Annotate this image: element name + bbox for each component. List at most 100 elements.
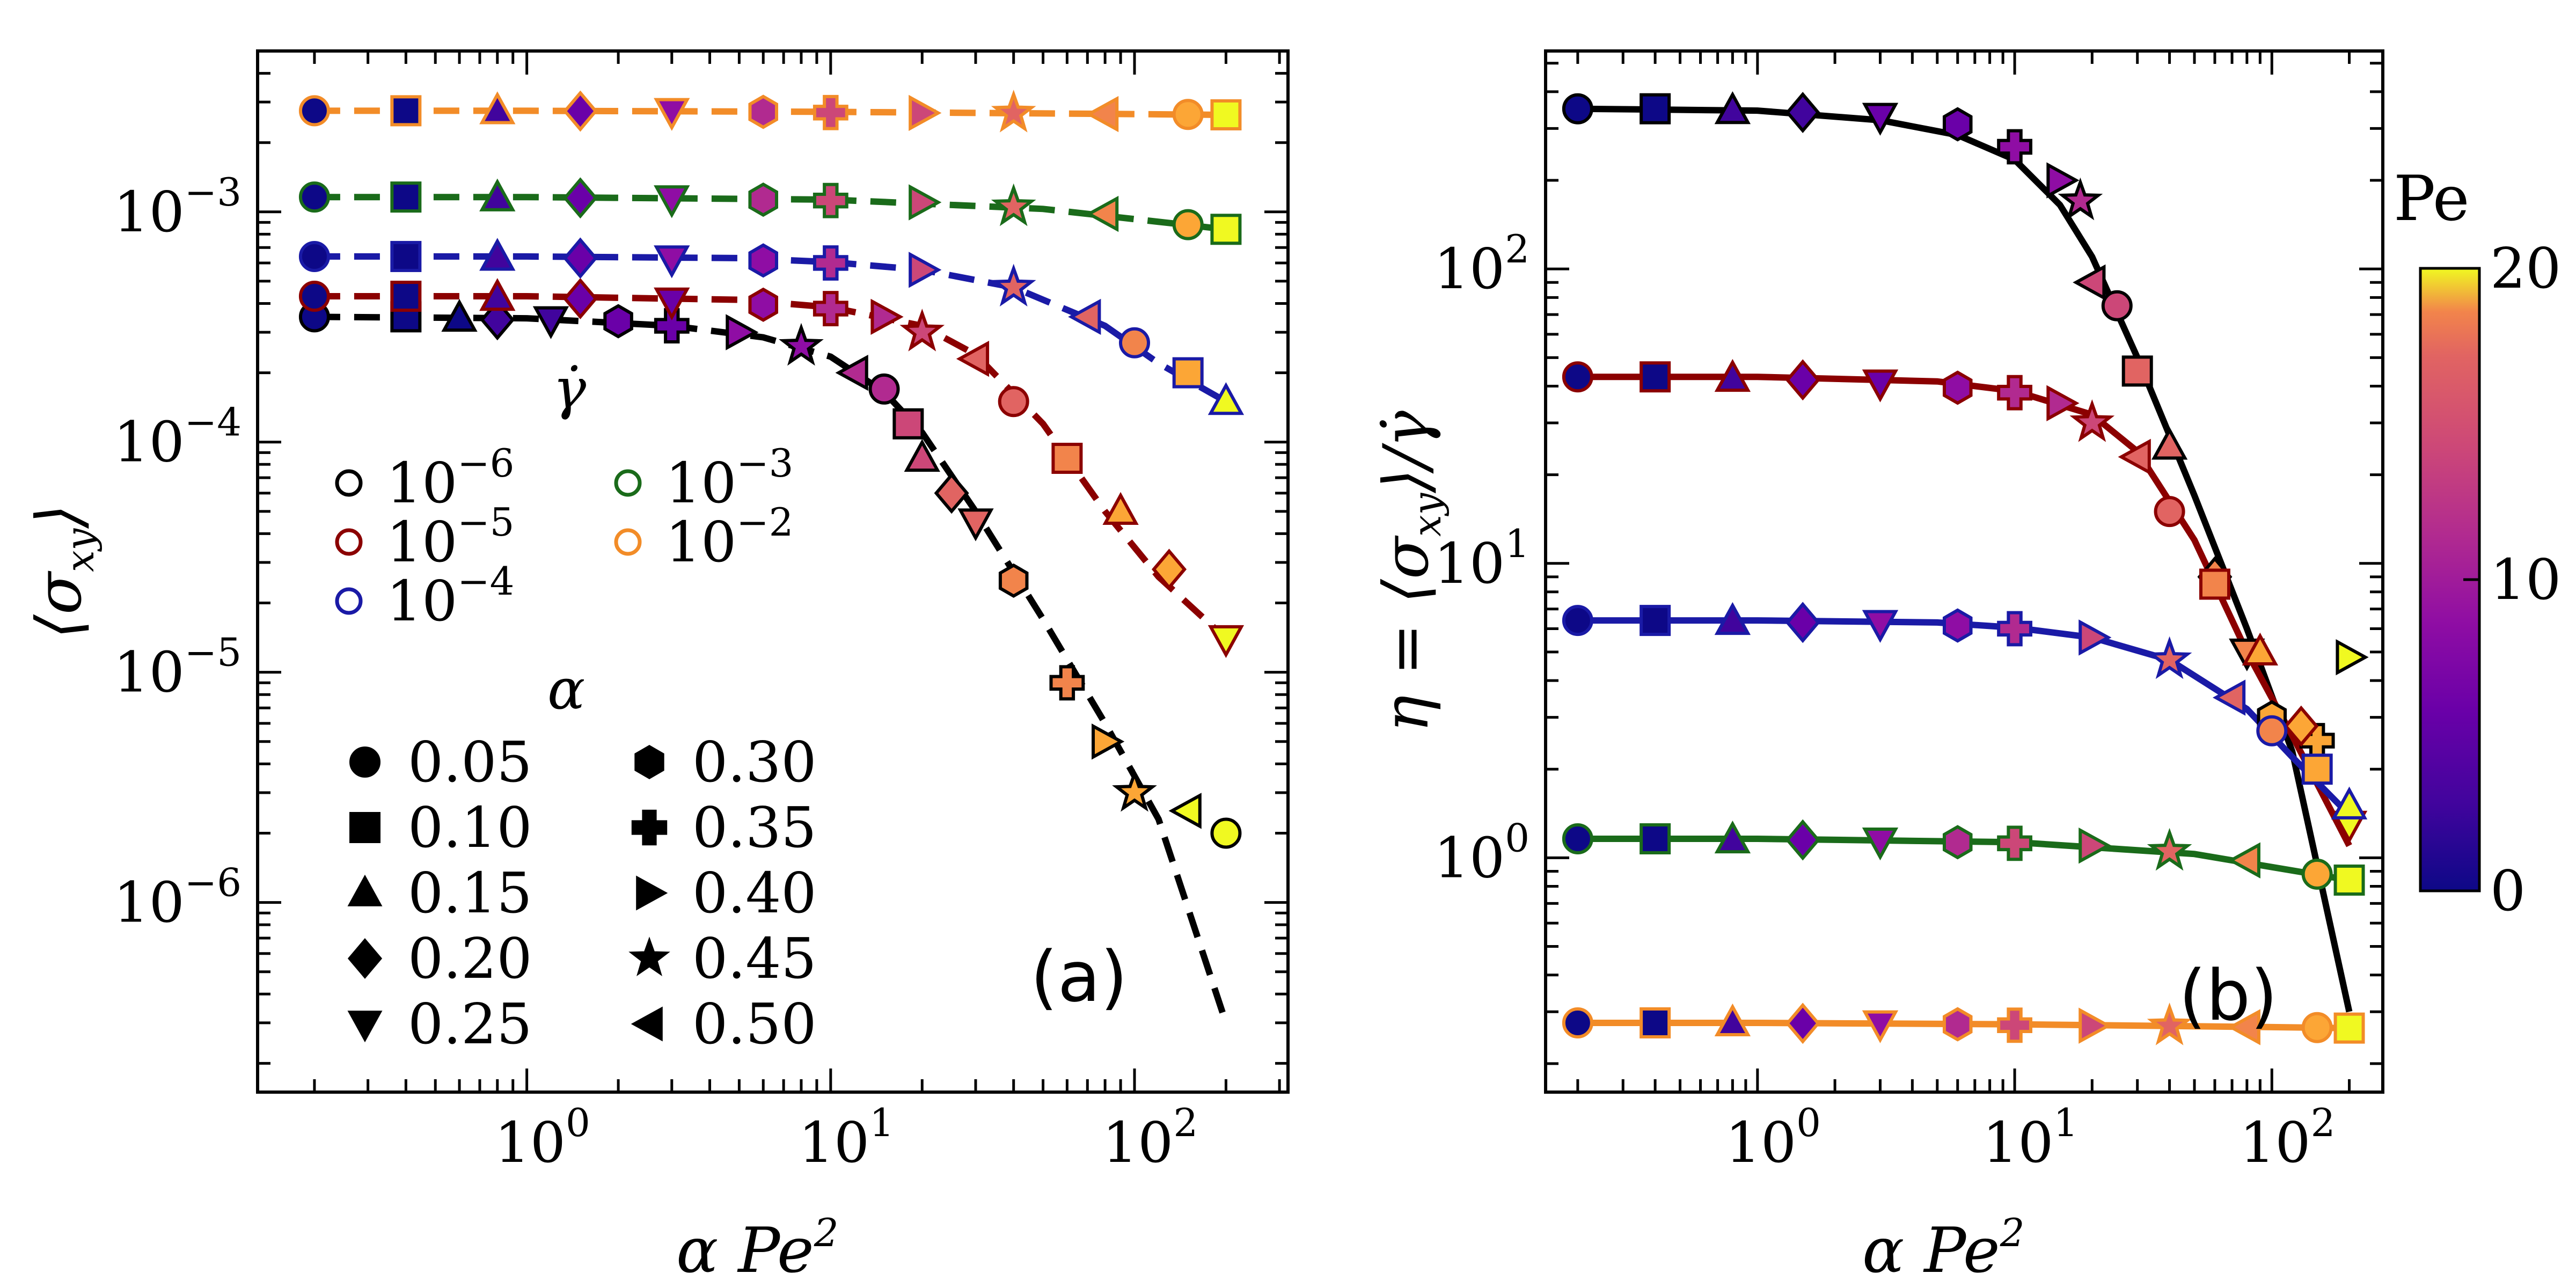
panel-a-point-0-10 [868, 373, 900, 405]
panel-b-point-0-12 [2151, 427, 2188, 460]
panel-a-point-1-2 [479, 278, 516, 311]
panel-a-point-4-8 [991, 90, 1036, 133]
alpha-legend-entries: 0.050.100.150.200.25 0.300.350.400.450.50 [347, 729, 817, 1057]
gamma-legend-label: 10−3 [665, 441, 793, 516]
panel-b-point-3-9 [2227, 842, 2260, 879]
panel-b-point-0-1 [1640, 93, 1671, 125]
panel-a-point-3-10 [1172, 209, 1204, 240]
gamma-legend-marker [335, 469, 363, 497]
colorbar-title: Pe [2394, 163, 2470, 235]
panel-b-point-1-4 [1862, 369, 1899, 402]
panel-a-point-1-5 [748, 287, 778, 322]
panel-a-point-4-2 [479, 91, 516, 125]
panel-b-point-3-4 [1862, 828, 1899, 861]
panel-b-ylabel-sub: xy [1404, 492, 1450, 537]
panel-a-point-1-3 [562, 277, 598, 319]
panel-a-point-4-11 [1210, 99, 1242, 130]
panel-a-point-3-5 [748, 182, 778, 217]
alpha-legend-marker-circle [349, 747, 380, 778]
alpha-legend-marker-triangle-left [631, 1006, 663, 1042]
panel-b-point-4-10 [2301, 1012, 2333, 1043]
panel-a-point-3-1 [390, 181, 422, 213]
panel-a-ytick-label: 10−5 [114, 630, 241, 705]
panel-b-frame [1544, 49, 2384, 1094]
panel-b-point-1-12 [2242, 632, 2279, 666]
panel-a-point-0-11 [892, 408, 924, 440]
alpha-legend-marker-plus [631, 809, 668, 846]
gamma-legend-marker [614, 469, 642, 497]
alpha-legend-marker-square [349, 812, 380, 843]
colorbar-tick-label: 10 [2490, 547, 2561, 612]
panel-a-point-0-19 [1168, 793, 1202, 829]
panel-b-point-2-7 [2079, 619, 2112, 656]
panel-a-point-0-16 [1049, 665, 1085, 701]
panel-a-point-2-9 [1068, 298, 1101, 335]
panel-b-ylabel: η = ⟨σxy⟩/γ̇ [1370, 410, 1450, 733]
alpha-legend-marker-triangle-right [636, 875, 668, 911]
panel-a-point-1-1 [390, 281, 422, 312]
panel-a-point-2-11 [1172, 357, 1204, 389]
alpha-legend-label: 0.10 [408, 795, 532, 860]
panel-b-point-1-6 [1997, 375, 2032, 411]
panel-a-point-3-6 [813, 182, 848, 218]
panel-b-ytick-label: 100 [1434, 815, 1529, 890]
panel-a-point-4-1 [390, 95, 422, 127]
panel-b-point-0-10 [2101, 290, 2133, 321]
panel-b-point-0-6 [1997, 129, 2032, 165]
panel-a-points [298, 90, 1245, 849]
panel-a-ylabel-end: ⟩ [23, 504, 96, 529]
panel-b-point-1-11 [2199, 568, 2230, 600]
panel-a-point-0-20 [1210, 817, 1242, 849]
panel-a-ylabel-sub: xy [57, 528, 103, 572]
panel-a-point-4-7 [909, 94, 942, 131]
panel-b-point-3-10 [2301, 858, 2333, 890]
panel-b-point-1-9 [2118, 438, 2151, 475]
panel-b-point-4-11 [2333, 1012, 2365, 1044]
panel-b-point-4-6 [1997, 1007, 2032, 1043]
panel-b-point-4-9 [2227, 1009, 2260, 1045]
panel-a-frame [256, 49, 1290, 1094]
panel-b-point-3-1 [1640, 823, 1671, 855]
alpha-legend-marker-triangle-up [347, 874, 383, 906]
gamma-legend-label: 10−2 [665, 500, 793, 575]
panel-a-point-1-7 [870, 298, 904, 335]
alpha-legend-marker-hexagon [634, 745, 664, 779]
panel-b-point-4-2 [1714, 1003, 1751, 1037]
colorbar: Pe 0 10 20 [2394, 163, 2561, 924]
panel-a-point-0-5 [603, 304, 633, 339]
panel-a-point-2-7 [909, 252, 942, 288]
panel-a-point-0-6 [654, 308, 690, 343]
panel-b-point-2-1 [1640, 605, 1671, 636]
alpha-legend-marker-star [628, 936, 670, 976]
panel-a-point-2-4 [654, 245, 690, 279]
panel-b-series [1577, 105, 2353, 1031]
panel-b-point-3-8 [2147, 828, 2192, 871]
panel-a-xtick-label: 100 [495, 1100, 590, 1175]
panel-a-point-2-8 [991, 264, 1036, 307]
panel-b-xtick-label: 100 [1725, 1100, 1821, 1175]
panel-a-point-0-4 [532, 306, 569, 339]
gamma-legend: γ̇ 10−610−510−4 10−310−2 [335, 356, 793, 634]
panel-b-point-2-8 [2147, 636, 2192, 679]
colorbar-tick-label: 0 [2490, 858, 2526, 924]
panel-b-point-4-5 [1942, 1007, 1973, 1042]
panel-a-point-0-7 [726, 314, 759, 350]
panel-b-point-0-9 [2073, 264, 2106, 301]
panel-b-ylabel-text: η = ⟨σ [1370, 535, 1443, 733]
alpha-legend-marker-diamond [347, 938, 383, 979]
panel-b-point-4-7 [2079, 1007, 2112, 1044]
alpha-legend-label: 0.30 [692, 729, 817, 795]
alpha-legend-label: 0.45 [692, 926, 817, 991]
panel-a-point-4-5 [748, 94, 778, 129]
panel-b-point-0-0 [1562, 93, 1593, 125]
panel-a-point-2-10 [1118, 327, 1150, 358]
panel-a-ytick-label: 10−6 [114, 860, 241, 935]
panel-a-point-1-6 [813, 291, 848, 326]
panel-b-ytick-label: 102 [1434, 226, 1529, 302]
panel-b-point-0-5 [1942, 107, 1973, 142]
panel-b-point-2-3 [1785, 602, 1820, 643]
panel-b-point-2-4 [1862, 610, 1899, 643]
panel-a-point-0-13 [934, 472, 969, 514]
gamma-legend-label: 10−6 [386, 441, 514, 516]
